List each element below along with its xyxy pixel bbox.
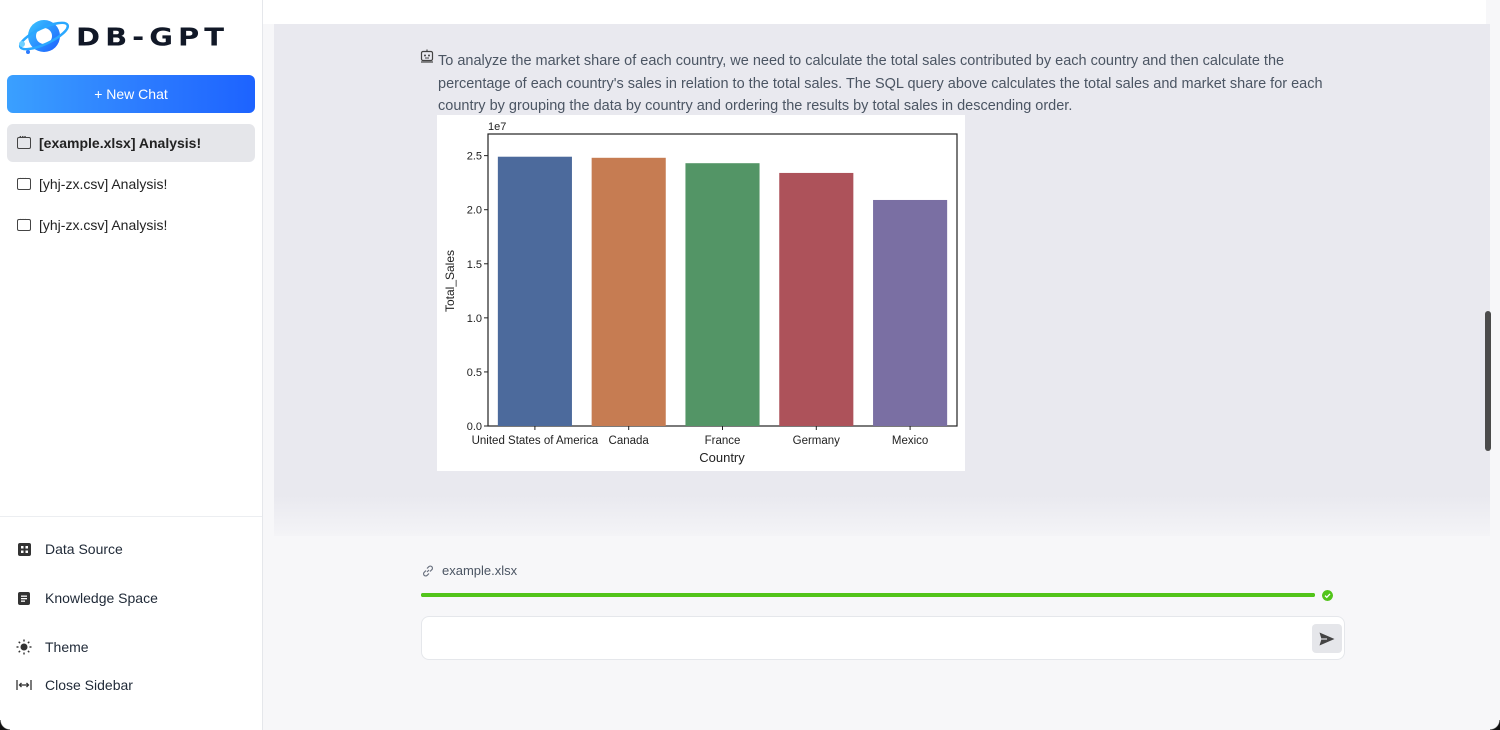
x-tick-label: France xyxy=(705,435,741,447)
y-tick-label: 1.5 xyxy=(467,259,482,271)
x-tick-label: Germany xyxy=(793,435,841,447)
y-tick-label: 2.5 xyxy=(467,151,482,163)
chat-history-item[interactable]: [yhj-zx.csv] Analysis! xyxy=(7,165,255,203)
message-icon xyxy=(17,132,31,149)
window-corner xyxy=(0,720,10,730)
sidebar-divider xyxy=(0,516,262,517)
window-corner xyxy=(1490,720,1500,730)
y-tick-label: 2.0 xyxy=(467,205,482,217)
y-axis-label: Total_Sales xyxy=(443,250,457,312)
sidebar: DB-GPT + New Chat [example.xlsx] Analysi… xyxy=(0,0,263,730)
chat-messages: To analyze the market share of each coun… xyxy=(274,24,1490,536)
menu-item-knowledge-space[interactable]: Knowledge Space xyxy=(16,581,256,615)
sales-bar-chart: 0.0 0.5 1.0 1.5 2.0 2.5 United States of Amer… xyxy=(437,115,965,471)
x-tick-label: Canada xyxy=(609,435,650,447)
chat-item-label: [yhj-zx.csv] Analysis! xyxy=(39,176,168,192)
scrollbar-thumb[interactable] xyxy=(1485,311,1491,451)
bar-france xyxy=(685,163,760,426)
chat-history-list: [example.xlsx] Analysis! [yhj-zx.csv] An… xyxy=(7,124,255,247)
attached-file-name: example.xlsx xyxy=(442,563,518,578)
message-icon xyxy=(17,173,31,190)
chart-svg: 0.0 0.5 1.0 1.5 2.0 2.5 United States of Amer… xyxy=(443,121,958,465)
x-tick-label: United States of America xyxy=(472,435,599,447)
x-tick-label: Mexico xyxy=(892,435,928,447)
logo-text: DB-GPT xyxy=(76,22,230,52)
chat-input-box xyxy=(421,616,1345,660)
grid-icon xyxy=(16,541,32,557)
robot-icon xyxy=(420,49,434,63)
sidebar-menu: Data Source Knowledge Space Theme Close … xyxy=(16,532,256,702)
y-offset-label: 1e7 xyxy=(488,121,506,133)
sun-icon xyxy=(16,639,32,655)
menu-item-data-source[interactable]: Data Source xyxy=(16,532,256,566)
menu-item-label: Theme xyxy=(45,639,89,655)
chat-item-label: [example.xlsx] Analysis! xyxy=(39,135,202,151)
planet-logo-icon xyxy=(18,20,70,54)
attached-file: example.xlsx xyxy=(421,563,517,578)
check-circle-icon xyxy=(1322,590,1333,601)
chat-history-item[interactable]: [example.xlsx] Analysis! xyxy=(7,124,255,162)
y-tick-label: 1.0 xyxy=(467,313,482,325)
message-icon xyxy=(17,214,31,231)
menu-item-label: Data Source xyxy=(45,541,123,557)
menu-item-label: Knowledge Space xyxy=(45,590,158,606)
y-tick-label: 0.5 xyxy=(467,367,482,379)
collapse-icon xyxy=(16,677,32,693)
y-tick-label: 0.0 xyxy=(467,421,482,433)
menu-item-label: Close Sidebar xyxy=(45,677,133,693)
link-icon xyxy=(423,565,433,576)
send-icon xyxy=(1319,632,1335,645)
send-button[interactable] xyxy=(1312,624,1342,653)
x-axis-label: Country xyxy=(699,450,745,465)
assistant-message-text: To analyze the market share of each coun… xyxy=(438,53,1323,114)
bar-mexico xyxy=(873,199,948,426)
menu-item-close-sidebar[interactable]: Close Sidebar xyxy=(16,668,256,702)
upload-progress-fill xyxy=(421,593,1315,597)
app-logo: DB-GPT xyxy=(14,14,229,60)
bar-united-states-of-america xyxy=(497,156,572,426)
main-panel: To analyze the market share of each coun… xyxy=(263,0,1500,730)
chat-history-item[interactable]: [yhj-zx.csv] Analysis! xyxy=(7,206,255,244)
chat-input[interactable] xyxy=(434,617,1294,657)
bar-canada xyxy=(591,157,666,426)
upload-progress-bar xyxy=(421,593,1315,597)
menu-item-theme[interactable]: Theme xyxy=(16,630,256,664)
chat-item-label: [yhj-zx.csv] Analysis! xyxy=(39,217,168,233)
document-icon xyxy=(16,590,32,606)
new-chat-button[interactable]: + New Chat xyxy=(7,75,255,113)
top-bar xyxy=(263,0,1486,24)
bar-germany xyxy=(779,172,854,426)
